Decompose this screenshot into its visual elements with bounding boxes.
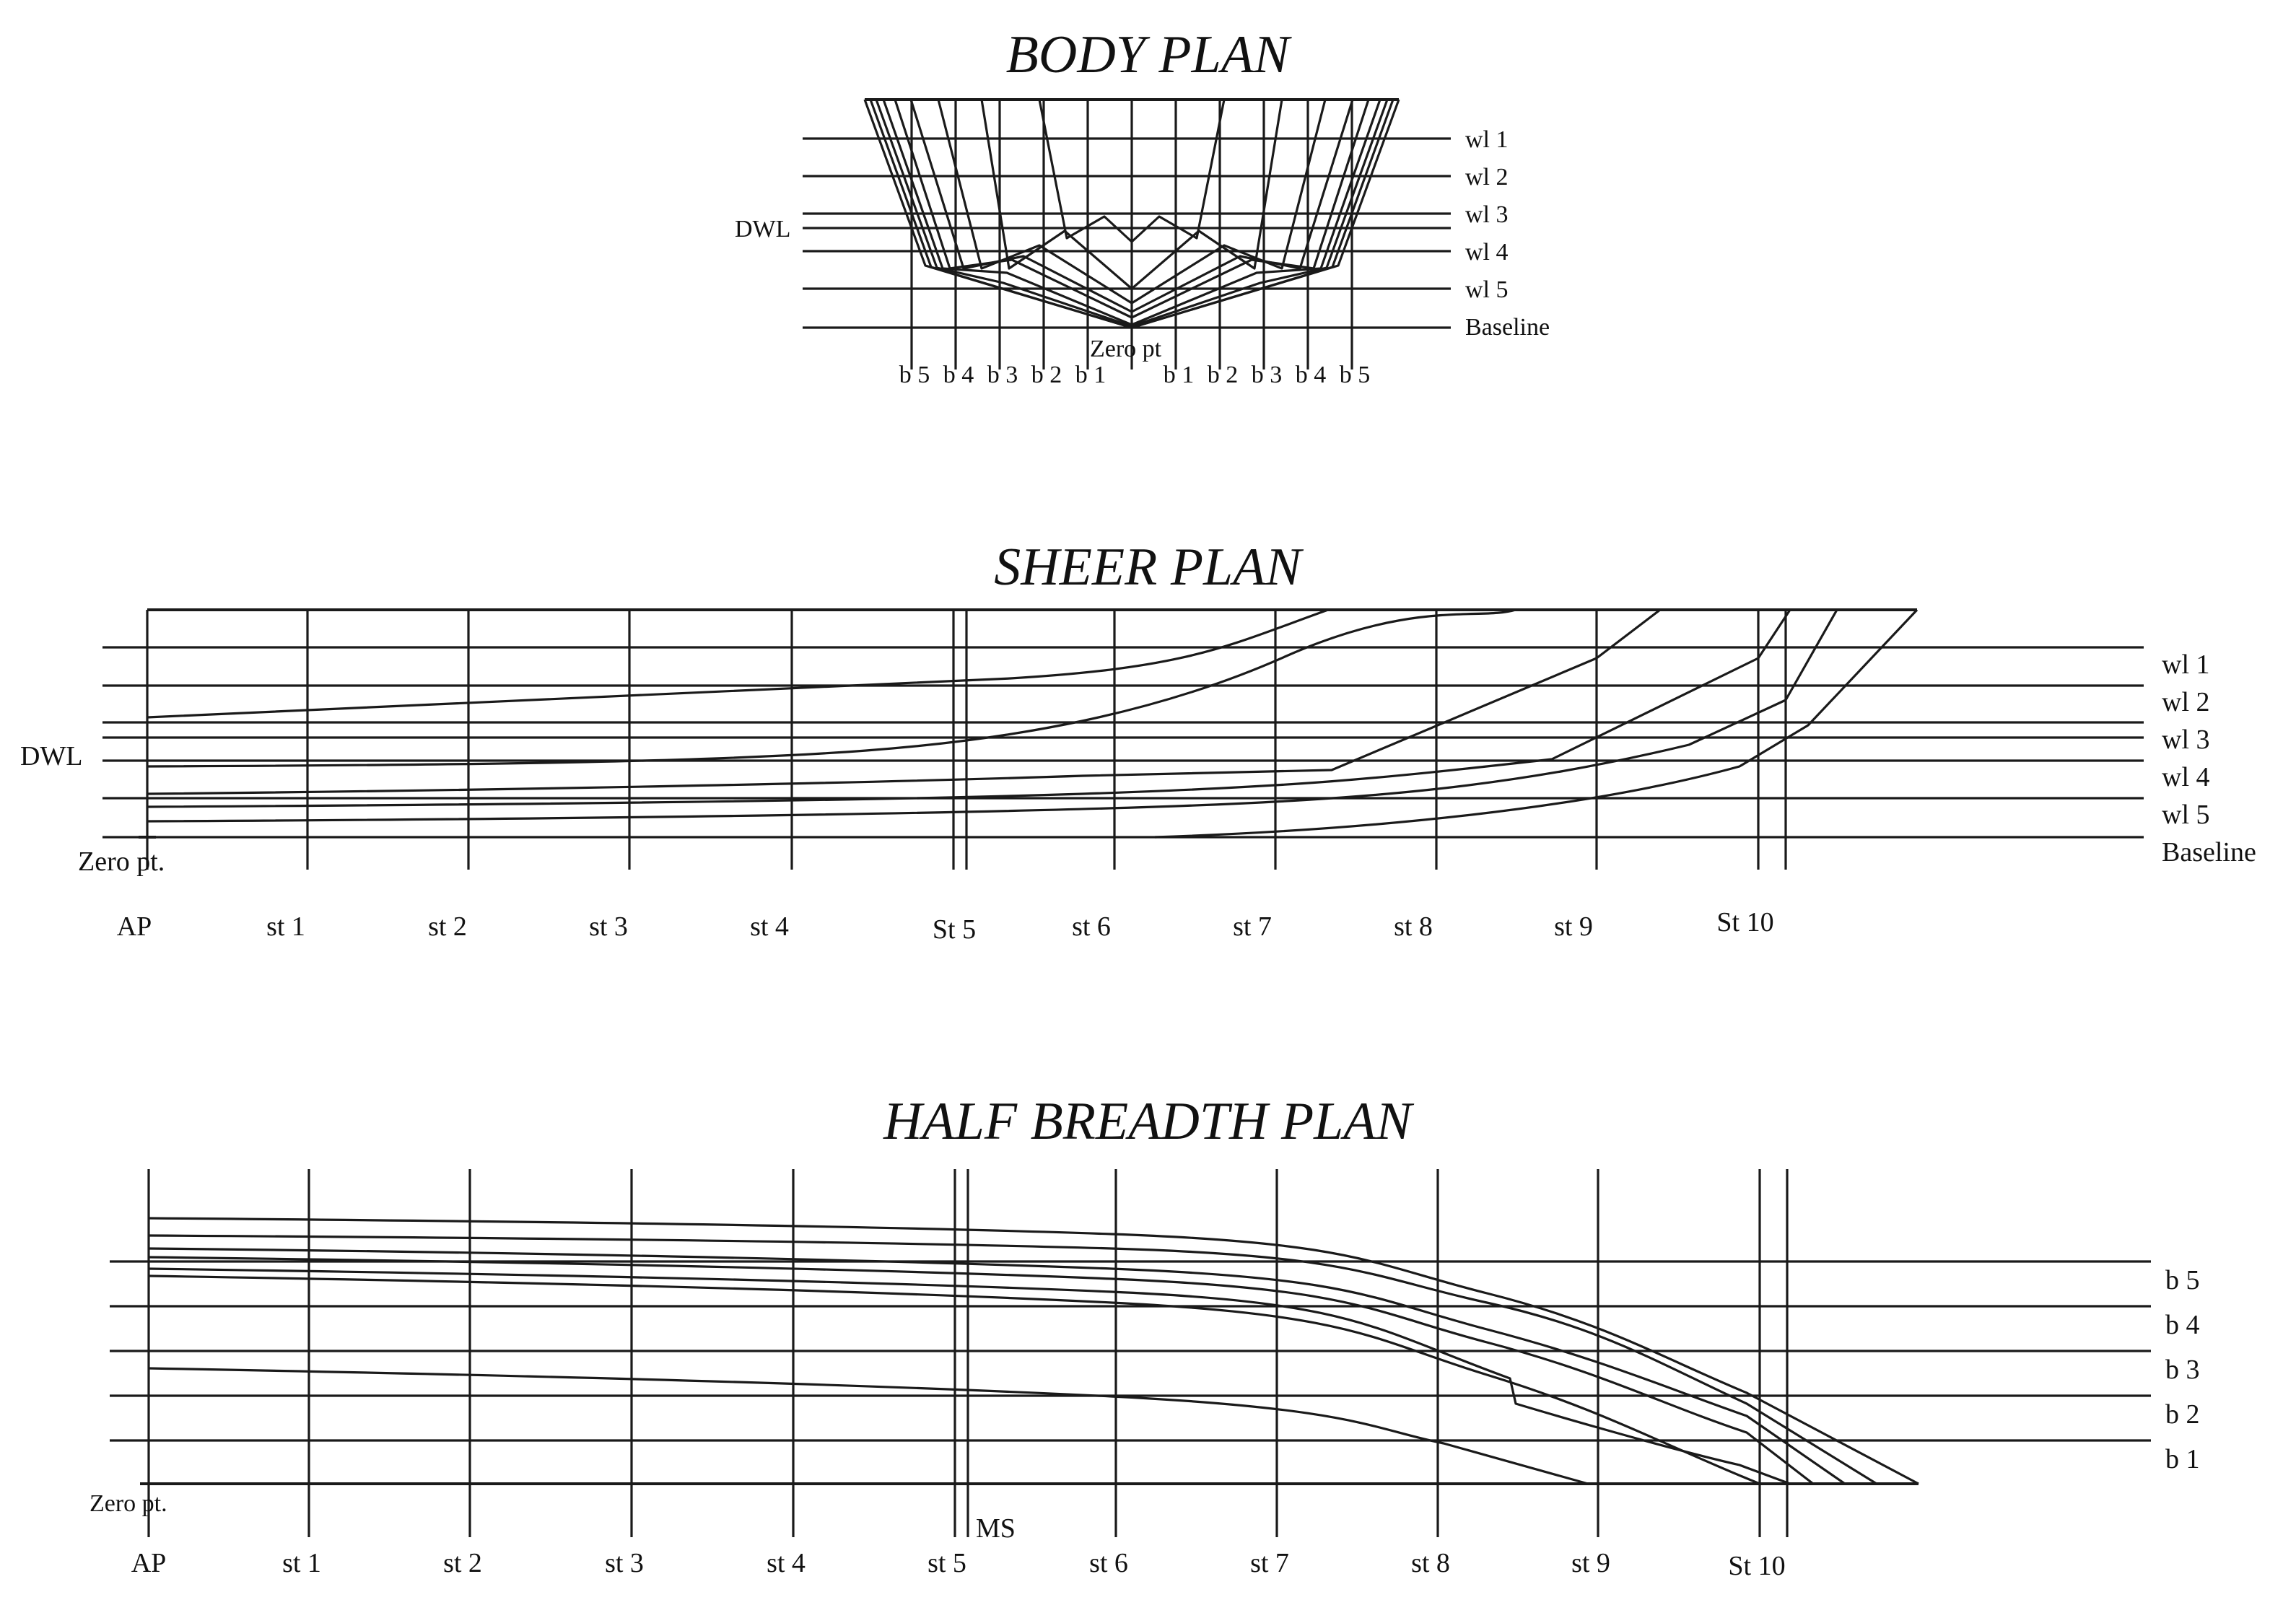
sheer-station-label: AP [117, 911, 152, 942]
body-plan-buttock-label: b 2 [1031, 362, 1062, 388]
half-breadth-station-label: st 7 [1250, 1548, 1289, 1578]
body-plan-baseline-label: Baseline [1465, 314, 1550, 341]
body-plan-buttock-label: b 3 [1252, 362, 1283, 388]
section-curve [894, 99, 1132, 319]
section-curve [980, 99, 1133, 290]
sheer-plan-waterline-grid [102, 646, 2144, 839]
sheer-station-label: St 10 [1716, 907, 1773, 937]
half-breadth-b4-label: b 4 [2165, 1310, 2200, 1340]
half-breadth-waterline-curve [148, 1274, 1760, 1485]
body-plan-wl2-label: wl 2 [1465, 164, 1509, 191]
sheer-wl2-label: wl 2 [2162, 687, 2210, 717]
half-breadth-b5-label: b 5 [2165, 1265, 2200, 1295]
half-breadth-b3-label: b 3 [2165, 1355, 2200, 1385]
sheer-station-label: st 9 [1554, 911, 1593, 942]
half-breadth-b1-label: b 1 [2165, 1444, 2200, 1474]
body-plan-buttock-label: b 5 [1340, 362, 1371, 388]
body-plan-buttock-label: b 5 [899, 362, 930, 388]
body-plan-buttock-grid [910, 100, 1353, 369]
sheer-dwl-label: DWL [20, 741, 83, 771]
section-curve [1130, 99, 1283, 290]
body-plan-title: BODY PLAN [1006, 25, 1292, 84]
half-breadth-plan: HALF BREADTH PLAN [90, 1092, 2200, 1581]
body-plan-sections-right [1130, 99, 1400, 329]
sheer-station-label: st 4 [750, 911, 789, 942]
section-curve [1131, 99, 1370, 319]
half-breadth-plan-title: HALF BREADTH PLAN [883, 1092, 1414, 1151]
section-curve [1131, 99, 1327, 305]
body-plan-wl1-label: wl 1 [1465, 126, 1509, 153]
half-breadth-waterline-curve [148, 1217, 1919, 1485]
sheer-buttock-curve [147, 608, 1516, 768]
half-breadth-zero-label: Zero pt. [90, 1490, 167, 1517]
half-breadth-b2-label: b 2 [2165, 1399, 2200, 1430]
body-plan-buttock-label: b 4 [943, 362, 974, 388]
half-breadth-waterline-curve [148, 1247, 1846, 1485]
half-breadth-station-label: st 4 [767, 1548, 806, 1578]
sheer-buttock-curve [147, 609, 1838, 823]
sheer-wl4-label: wl 4 [2162, 762, 2210, 792]
half-breadth-waterline-curve [148, 1234, 1877, 1485]
half-breadth-station-label: St 10 [1728, 1551, 1785, 1581]
sheer-station-label: St 5 [933, 914, 976, 945]
body-plan-buttock-label: b 2 [1208, 362, 1239, 388]
half-breadth-waterline-curve [148, 1367, 1589, 1485]
half-breadth-waterline-curve [148, 1267, 1791, 1485]
half-breadth-station-label: st 8 [1411, 1548, 1450, 1578]
section-curve [1038, 99, 1133, 243]
sheer-plan-title: SHEER PLAN [994, 538, 1304, 597]
body-plan-sections-left [863, 99, 1133, 329]
sheer-wl1-label: wl 1 [2162, 650, 2210, 680]
body-plan: BODY PLAN [735, 25, 1550, 388]
body-plan-buttock-label: b 3 [987, 362, 1018, 388]
sheer-station-label: st 3 [589, 911, 628, 942]
section-curve [937, 99, 1132, 305]
sheer-station-label: st 8 [1394, 911, 1433, 942]
sheer-zero-label: Zero pt. [78, 847, 165, 877]
section-curve [1131, 99, 1354, 313]
body-plan-dwl-label: DWL [735, 216, 790, 242]
half-breadth-waterline-curves [148, 1217, 1919, 1485]
section-curve [1131, 99, 1389, 328]
section-curve [869, 99, 1132, 329]
body-plan-wl4-label: wl 4 [1465, 239, 1509, 266]
half-breadth-station-label: st 1 [282, 1548, 321, 1578]
half-breadth-station-label: st 6 [1089, 1548, 1128, 1578]
body-plan-buttock-label: b 1 [1164, 362, 1195, 388]
sheer-plan: SHEER PLAN [20, 538, 2256, 945]
half-breadth-station-label: st 2 [443, 1548, 482, 1578]
half-breadth-station-label: st 9 [1571, 1548, 1610, 1578]
body-plan-buttock-label: b 1 [1075, 362, 1106, 388]
half-breadth-waterline-curve [148, 1256, 1814, 1485]
section-curve [909, 99, 1132, 313]
sheer-buttock-curve [147, 608, 1661, 795]
body-plan-wl3-label: wl 3 [1465, 201, 1509, 228]
section-curve [875, 99, 1132, 328]
body-plan-wl5-label: wl 5 [1465, 276, 1509, 303]
half-breadth-station-label: st 3 [605, 1548, 644, 1578]
body-plan-zero-label: Zero pt [1090, 336, 1162, 362]
section-curve [882, 99, 1132, 326]
half-breadth-station-label: st 5 [927, 1548, 966, 1578]
half-breadth-station-grid [147, 1169, 1789, 1537]
sheer-baseline-label: Baseline [2162, 837, 2256, 867]
section-curve [1131, 99, 1381, 326]
body-plan-buttock-label: b 4 [1296, 362, 1327, 388]
sheer-buttock-curve [147, 608, 1329, 719]
sheer-station-label: st 6 [1072, 911, 1111, 942]
sheer-wl5-label: wl 5 [2162, 800, 2210, 830]
section-curve [1131, 99, 1394, 329]
sheer-station-label: st 7 [1233, 911, 1272, 942]
sheer-wl3-label: wl 3 [2162, 725, 2210, 755]
section-curve [1130, 99, 1226, 243]
sheer-station-label: st 2 [428, 911, 467, 942]
sheer-keel-profile [1154, 608, 1919, 839]
half-breadth-ms-label: MS [976, 1513, 1016, 1544]
half-breadth-station-label: AP [131, 1548, 167, 1578]
sheer-buttock-curve [147, 609, 1791, 808]
sheer-station-label: st 1 [266, 911, 305, 942]
